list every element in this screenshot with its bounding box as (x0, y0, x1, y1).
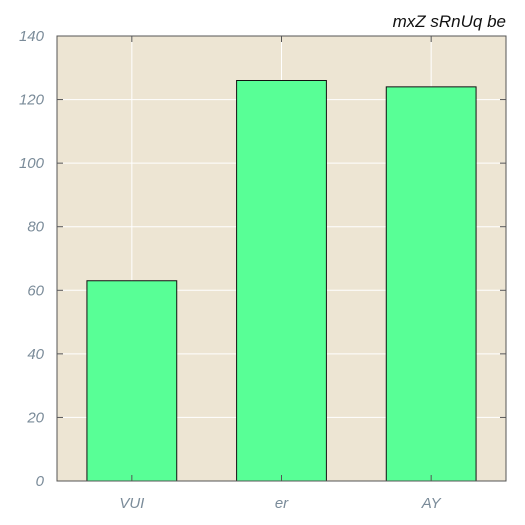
x-tick-label: AY (421, 495, 442, 512)
y-tick-label: 0 (36, 473, 45, 490)
bars (86, 80, 477, 482)
bar-er (236, 80, 327, 482)
y-tick-label: 20 (26, 409, 44, 426)
bar-AY (385, 86, 477, 482)
x-tick-label: er (275, 495, 289, 512)
y-tick-label: 140 (19, 28, 45, 45)
axis-ticks (57, 35, 506, 482)
x-tick-labels: VUI er AY (119, 495, 441, 512)
y-tick-label: 100 (19, 155, 45, 172)
y-tick-label: 60 (27, 282, 44, 299)
y-tick-labels: 0 20 40 60 80 100 120 140 (19, 28, 45, 490)
y-tick-label: 40 (27, 346, 44, 363)
y-tick-label: 80 (27, 219, 44, 236)
bar-VUI (86, 280, 178, 482)
y-tick-label: 120 (19, 92, 45, 109)
x-tick-label: VUI (119, 495, 144, 512)
chart-title: mxZ sRnUq be (393, 12, 506, 31)
